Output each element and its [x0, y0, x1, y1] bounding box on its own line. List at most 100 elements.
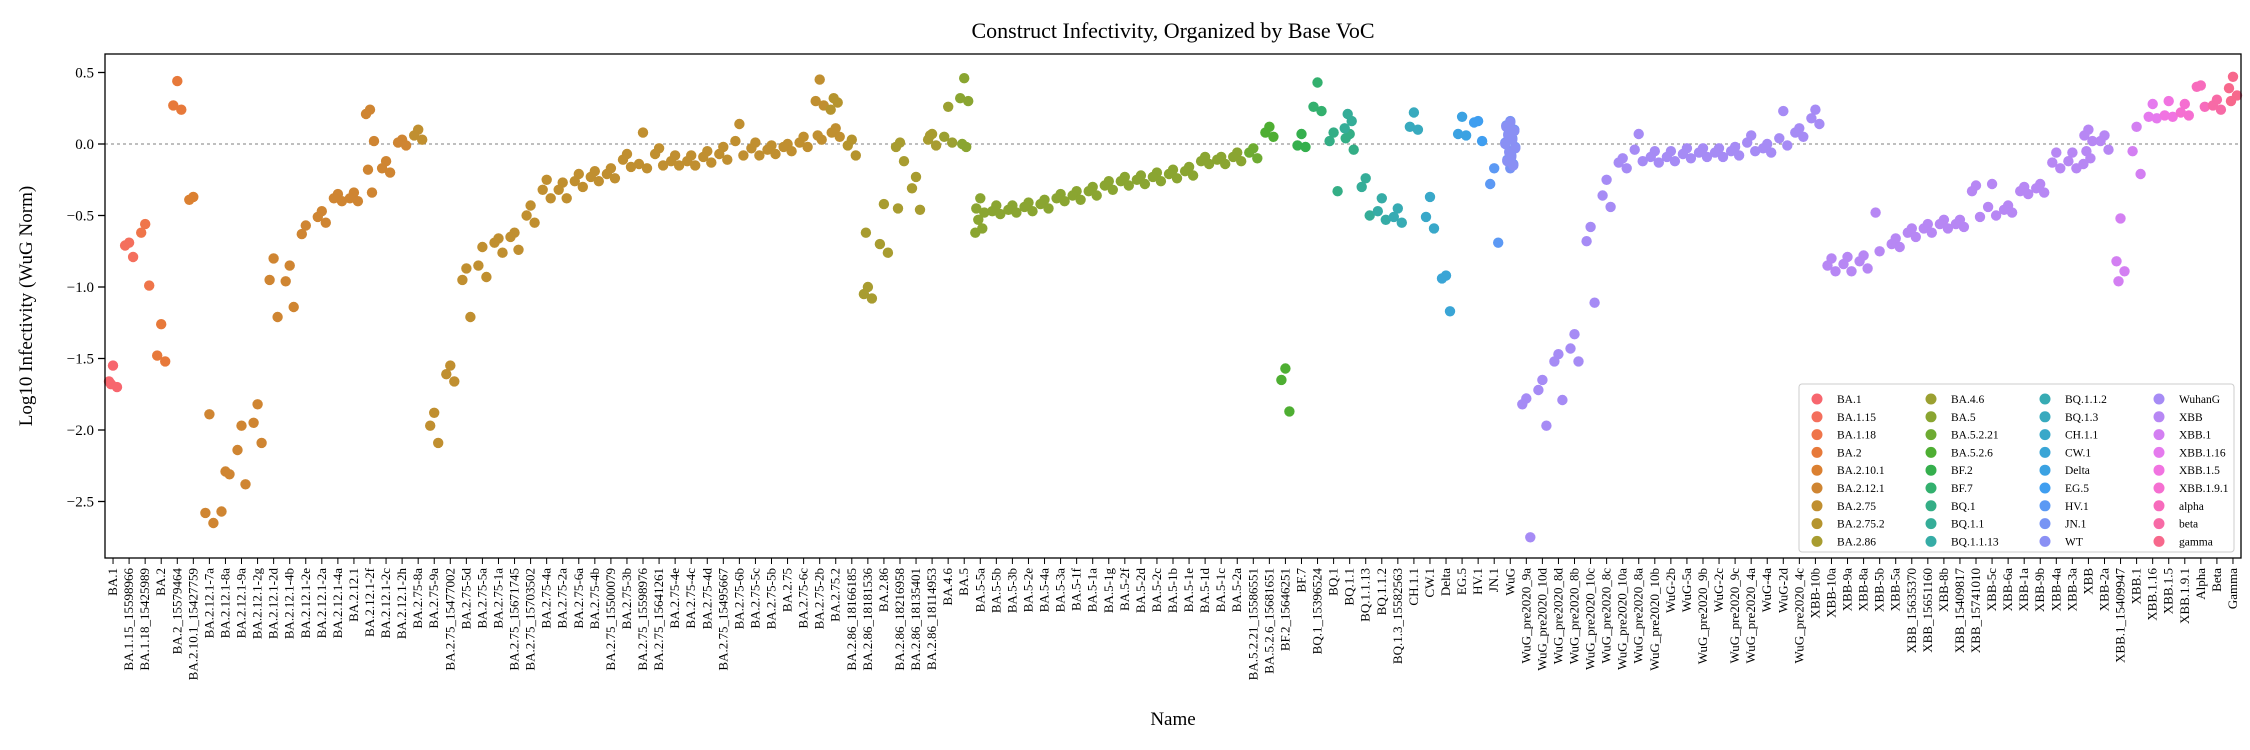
data-point: [2055, 163, 2066, 174]
data-point: [2078, 158, 2089, 170]
data-point: [1316, 105, 1327, 117]
legend-label: XBB.1: [2179, 430, 2212, 442]
x-tick-label: BA.2.75-2a: [555, 568, 570, 629]
data-point: [204, 409, 215, 420]
data-point: [706, 157, 717, 168]
data-point: [1312, 77, 1323, 88]
data-point: [1392, 203, 1404, 214]
data-point: [1346, 115, 1357, 127]
data-point: [107, 360, 119, 371]
legend-label: BA.4.6: [1951, 394, 1984, 406]
x-tick-label: WuG-2c: [1711, 568, 1726, 612]
data-point: [362, 164, 374, 175]
legend-label: Delta: [2065, 465, 2090, 477]
x-tick-label: BF.7: [1294, 568, 1309, 593]
x-tick-label: XBB-10a: [1824, 568, 1839, 618]
legend-marker: [2153, 429, 2165, 441]
data-point: [1685, 153, 1697, 164]
data-point: [1059, 196, 1070, 207]
data-point: [1830, 266, 1841, 277]
x-tick-label: BA.2.12.1-2a: [314, 568, 329, 639]
y-tick-label: −2.5: [67, 495, 94, 511]
x-tick-label: BA.2.75_15598976: [635, 568, 650, 671]
legend-marker: [1811, 535, 1823, 547]
data-point: [625, 161, 637, 173]
x-tick-label: BA.2.75_15495667: [715, 568, 730, 671]
data-point: [433, 437, 444, 449]
data-point: [384, 167, 396, 178]
data-point: [1139, 178, 1151, 190]
x-tick-label: WuG_pre2020_9c: [1727, 568, 1742, 664]
legend-label: CH.1.1: [2065, 430, 2098, 442]
data-point: [770, 148, 781, 160]
data-point: [1637, 156, 1648, 167]
data-point: [1308, 101, 1319, 113]
x-tick-label: JN.1: [1486, 568, 1501, 592]
x-tick-label: BQ.1.1.13: [1358, 568, 1373, 622]
data-point: [1051, 193, 1062, 204]
data-point: [200, 507, 211, 519]
data-point: [1701, 151, 1713, 163]
data-point: [970, 227, 981, 238]
data-point: [2113, 276, 2124, 287]
x-tick-label: BA.2.75-4c: [683, 568, 698, 629]
data-point: [1886, 238, 1897, 250]
legend-marker: [1925, 464, 1937, 476]
x-tick-label: BA.2.75-4d: [699, 568, 714, 630]
x-tick-label: BA.5-1d: [1197, 568, 1212, 614]
legend-marker: [2153, 411, 2165, 423]
data-point: [288, 301, 299, 313]
x-tick-label: XBB-6a: [2000, 568, 2015, 612]
x-tick-label: BA.2.12.1-2d: [266, 568, 281, 640]
x-tick-label: WuG_pre2020_4a: [1743, 568, 1758, 664]
data-point: [1460, 130, 1472, 141]
data-point: [392, 137, 404, 148]
data-point: [1537, 374, 1548, 386]
y-tick-label: −0.5: [67, 209, 94, 225]
data-point: [810, 95, 821, 107]
x-tick-label: XBB-4a: [2048, 568, 2063, 612]
data-point: [2047, 157, 2058, 168]
data-point: [1573, 356, 1584, 367]
data-point: [2015, 186, 2026, 197]
x-tick-label: BQ.1.1.2: [1374, 568, 1389, 615]
data-point: [360, 108, 372, 120]
legend-marker: [2039, 393, 2051, 405]
data-point: [409, 130, 420, 141]
data-point: [1452, 128, 1464, 140]
data-point: [802, 141, 813, 153]
x-tick-label: XBB-8b: [1936, 568, 1951, 612]
x-tick-label: BQ.1.3_15582563: [1390, 568, 1405, 664]
x-tick-label: BA.2.75-6c: [796, 568, 811, 629]
data-point: [1131, 174, 1143, 185]
data-point: [1569, 329, 1580, 340]
data-point: [665, 156, 677, 167]
data-point: [1589, 297, 1600, 308]
data-point: [1107, 184, 1119, 195]
x-tick-label: BA.2.12.1-7a: [201, 568, 216, 639]
x-tick-label: BA.2.12.1-2h: [394, 568, 409, 640]
x-tick-label: BA.1.18_15425989: [137, 568, 152, 671]
data-point: [160, 356, 171, 367]
data-point: [1284, 406, 1295, 417]
data-point: [947, 137, 958, 148]
x-tick-label: HV.1: [1470, 568, 1485, 595]
data-point: [1810, 104, 1821, 115]
x-tick-label: XBB_15651160: [1920, 568, 1935, 653]
x-tick-label: XBB_15741010: [1968, 568, 1983, 653]
data-point: [1533, 384, 1544, 396]
data-point: [1328, 127, 1339, 138]
data-point: [1778, 105, 1789, 117]
legend-label: BA.5.2.21: [1951, 430, 1999, 442]
data-point: [930, 140, 942, 151]
data-point: [975, 193, 986, 204]
data-point: [1501, 121, 1512, 132]
data-point: [232, 444, 243, 456]
x-tick-label: XBB.1.9.1: [2177, 568, 2192, 624]
data-point: [2119, 266, 2130, 277]
data-point: [2227, 71, 2239, 83]
data-point: [1709, 147, 1721, 158]
x-tick-label: BA.2.75-4e: [667, 568, 682, 629]
data-point: [1854, 256, 1865, 267]
legend-label: beta: [2179, 519, 2198, 531]
